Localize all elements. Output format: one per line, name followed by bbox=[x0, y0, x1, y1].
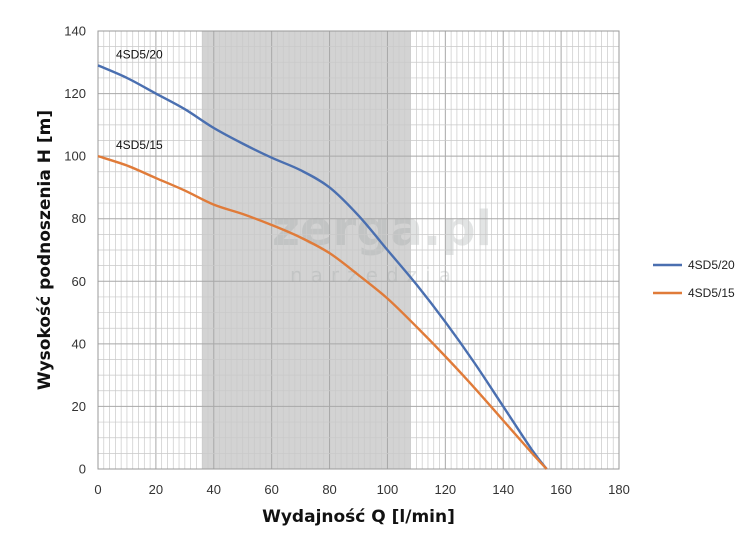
x-tick-label: 160 bbox=[550, 482, 572, 497]
y-tick-label: 40 bbox=[72, 336, 86, 351]
x-tick-label: 100 bbox=[377, 482, 399, 497]
y-tick-label: 0 bbox=[79, 462, 86, 477]
y-tick-label: 20 bbox=[72, 399, 86, 414]
series-line-4sd5-20 bbox=[97, 64, 548, 470]
y-axis-title: Wysokość podnoszenia H [m] bbox=[35, 110, 55, 390]
x-tick-label: 40 bbox=[207, 482, 221, 497]
x-tick-label: 140 bbox=[492, 482, 514, 497]
series-labels: 4SD5/20 4SD5/15 bbox=[116, 47, 163, 152]
x-tick-label: 80 bbox=[322, 482, 336, 497]
plot-frame bbox=[97, 30, 620, 470]
x-axis-title: Wydajność Q [l/min] bbox=[262, 507, 455, 527]
legend-label-4sd5-20: 4SD5/20 bbox=[688, 258, 735, 272]
series-label-4sd5-20: 4SD5/20 bbox=[116, 47, 163, 61]
series-lines bbox=[97, 64, 548, 470]
y-tick-label: 120 bbox=[64, 86, 86, 101]
x-tick-label: 0 bbox=[94, 482, 101, 497]
y-tick-label: 140 bbox=[64, 24, 86, 39]
series-label-4sd5-15: 4SD5/15 bbox=[116, 138, 163, 152]
x-tick-label: 20 bbox=[149, 482, 163, 497]
y-tick-label: 60 bbox=[72, 274, 86, 289]
legend: 4SD5/20 4SD5/15 bbox=[653, 258, 735, 300]
x-tick-label: 60 bbox=[264, 482, 278, 497]
grid bbox=[97, 30, 620, 470]
y-tick-label: 80 bbox=[72, 211, 86, 226]
series-line-4sd5-15 bbox=[97, 154, 548, 470]
x-tick-label: 120 bbox=[434, 482, 456, 497]
axes: 0 20 40 60 80 100 120 140 160 180 0 20 40 60 80 100 120 1… bbox=[64, 24, 630, 498]
legend-label-4sd5-15: 4SD5/15 bbox=[688, 286, 735, 300]
x-tick-label: 180 bbox=[608, 482, 630, 497]
y-tick-label: 100 bbox=[64, 149, 86, 164]
